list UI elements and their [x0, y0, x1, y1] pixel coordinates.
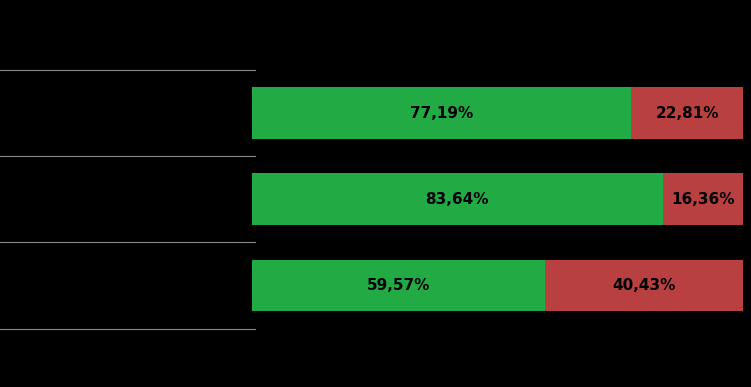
Bar [663, 173, 743, 225]
Bar [252, 260, 544, 311]
Bar [252, 87, 632, 139]
Bar [544, 260, 743, 311]
Text: 77,19%: 77,19% [410, 106, 473, 121]
Bar [252, 173, 663, 225]
Text: 16,36%: 16,36% [671, 192, 735, 207]
Text: 40,43%: 40,43% [612, 278, 676, 293]
Text: 22,81%: 22,81% [656, 106, 719, 121]
Text: 59,57%: 59,57% [366, 278, 430, 293]
Text: 83,64%: 83,64% [426, 192, 489, 207]
Bar [632, 87, 743, 139]
